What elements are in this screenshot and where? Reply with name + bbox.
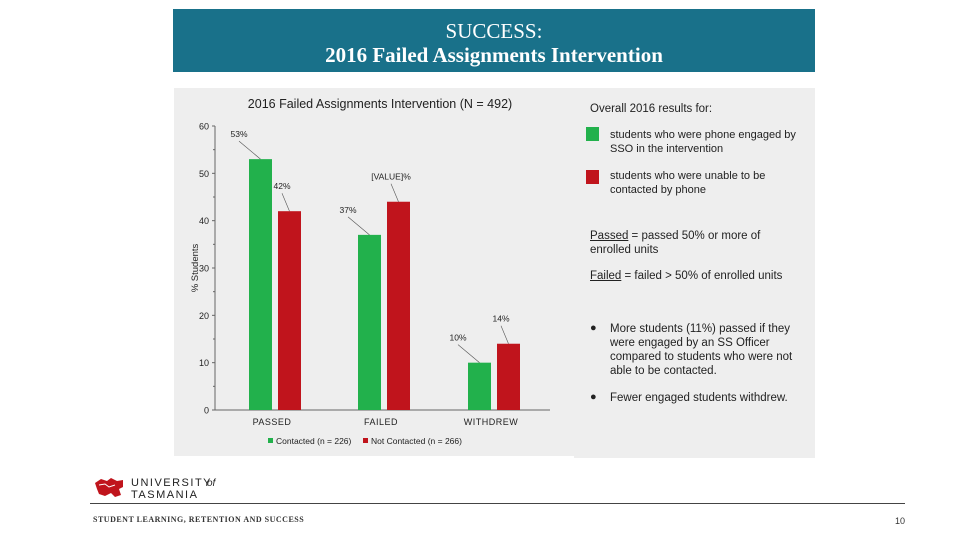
bar-failed-contacted — [358, 234, 381, 410]
legend-text-not-contacted: students who were unable to be contacted… — [610, 170, 766, 196]
data-label: [VALUE]% — [371, 172, 411, 182]
label-leader-line — [238, 140, 261, 160]
label-leader-line — [281, 193, 290, 212]
footer-department: STUDENT LEARNING, RETENTION AND SUCCESS — [93, 515, 305, 524]
lion-crest-icon: UNIVERSITY of TASMANIA — [95, 477, 217, 501]
x-tick-label: PASSED — [253, 417, 292, 427]
bar-withdrew-contacted — [468, 362, 491, 410]
y-tick-label: 0 — [204, 406, 209, 416]
logo-text-of: of — [207, 478, 217, 489]
title-line-1: SUCCESS: — [445, 19, 543, 43]
logo-text-1: UNIVERSITY — [131, 477, 212, 489]
results-heading: Overall 2016 results for: — [590, 103, 713, 115]
failed-definition: Failed = failed > 50% of enrolled units — [590, 269, 805, 283]
page-number: 10 — [894, 516, 905, 526]
passed-term: Passed — [590, 230, 629, 242]
data-label: 14% — [492, 314, 509, 324]
data-label: 42% — [273, 181, 290, 191]
bar-failed-not-contacted — [387, 201, 410, 410]
legend-swatch-contacted — [586, 127, 599, 141]
bar-passed-contacted — [249, 159, 272, 410]
failed-def: = failed > 50% of enrolled units — [621, 270, 783, 282]
data-label: 10% — [449, 333, 466, 343]
bullet-dot-icon: ● — [590, 391, 597, 403]
legend-text-contacted: students who were phone engaged by SSO i… — [610, 129, 796, 155]
bars: 53% 42% 37% [VALUE]% 10% 14% — [230, 129, 520, 410]
y-axis-label: % Students — [190, 243, 201, 292]
y-tick-label: 20 — [199, 311, 209, 321]
x-tick-label: FAILED — [364, 417, 398, 427]
results-panel — [574, 88, 815, 458]
university-logo: UNIVERSITY of TASMANIA — [93, 475, 233, 506]
label-leader-line — [500, 325, 509, 344]
bullet-2: Fewer engaged students withdrew. — [610, 392, 788, 404]
bullet-1: More students (11%) passed if they were … — [610, 323, 793, 377]
legend-label: Not Contacted (n = 266) — [371, 436, 462, 446]
y-tick-label: 30 — [199, 264, 209, 274]
y-tick-label: 10 — [199, 358, 209, 368]
data-label: 37% — [339, 205, 356, 215]
passed-def: = passed 50% or more of enrolled units — [590, 230, 761, 256]
data-label: 53% — [230, 129, 247, 139]
footer-divider — [90, 503, 905, 504]
legend-marker — [363, 438, 368, 443]
bar-passed-not-contacted — [278, 211, 301, 410]
logo-text-2: TASMANIA — [131, 489, 198, 501]
bullet-dot-icon: ● — [590, 322, 597, 334]
chart-title: 2016 Failed Assignments Intervention (N … — [248, 97, 512, 111]
label-leader-line — [457, 344, 480, 363]
title-banner: SUCCESS: 2016 Failed Assignments Interve… — [173, 9, 815, 72]
title-line-2: 2016 Failed Assignments Intervention — [325, 43, 663, 67]
legend-marker — [268, 438, 273, 443]
legend-label: Contacted (n = 226) — [276, 436, 352, 446]
y-tick-label: 40 — [199, 216, 209, 226]
chart-legend: Contacted (n = 226) Not Contacted (n = 26… — [268, 436, 462, 446]
x-tick-label: WITHDREW — [464, 417, 519, 427]
label-leader-line — [390, 183, 399, 202]
failed-term: Failed — [590, 270, 622, 282]
y-tick-label: 60 — [199, 122, 209, 132]
passed-definition: Passed = passed 50% or more of enrolled … — [590, 229, 790, 257]
y-tick-label: 50 — [199, 169, 209, 179]
bar-withdrew-not-contacted — [497, 343, 520, 410]
label-leader-line — [347, 216, 370, 236]
legend-swatch-not-contacted — [586, 170, 599, 184]
